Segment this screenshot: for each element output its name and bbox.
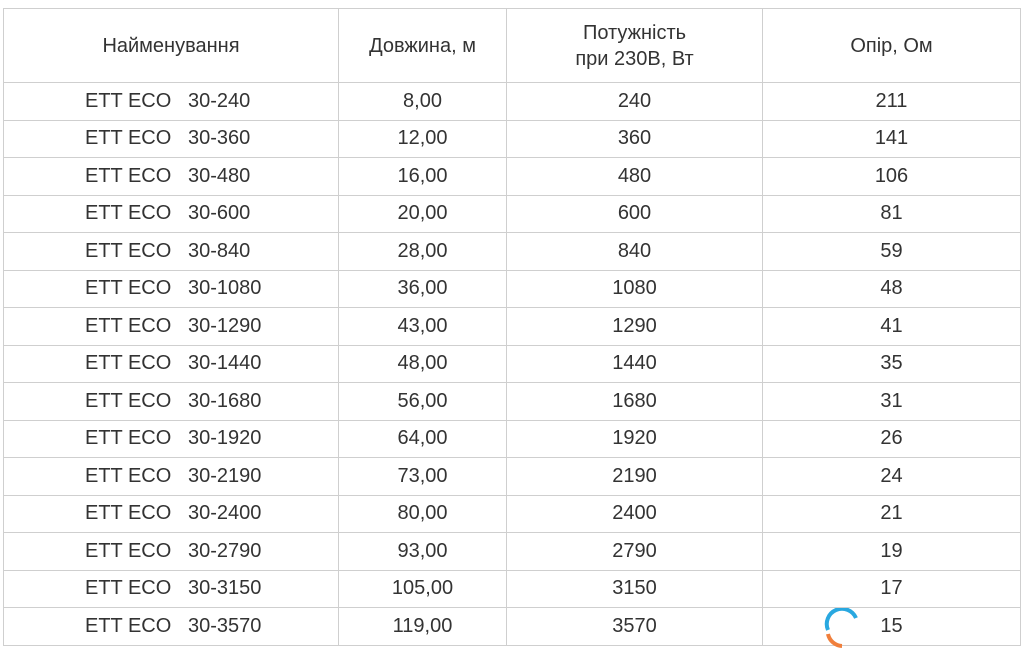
cell-name: ETT ECO 30-1290 (3, 307, 339, 346)
table-row: ETT ECO 30-480 16,00 480 106 (3, 157, 1021, 196)
cell-power: 2190 (506, 457, 763, 496)
cell-length: 43,00 (338, 307, 507, 346)
cell-name: ETT ECO 30-360 (3, 119, 339, 158)
table-row: ETT ECO 30-600 20,00 600 81 (3, 194, 1021, 233)
cell-length: 105,00 (338, 569, 507, 608)
header-name: Найменування (3, 8, 339, 83)
logo-arc-icon (824, 608, 858, 648)
cell-length: 20,00 (338, 194, 507, 233)
cell-power: 360 (506, 119, 763, 158)
cell-power: 1080 (506, 269, 763, 308)
cell-resistance: 81 (762, 194, 1021, 233)
cell-name: ETT ECO 30-2790 (3, 532, 339, 571)
cell-power: 1290 (506, 307, 763, 346)
table-row: ETT ECO 30-3570 119,00 3570 15 (3, 607, 1021, 646)
cell-length: 36,00 (338, 269, 507, 308)
cell-power: 3150 (506, 569, 763, 608)
table-row: ETT ECO 30-2400 80,00 2400 21 (3, 494, 1021, 533)
cell-resistance: 19 (762, 532, 1021, 571)
cell-length: 16,00 (338, 157, 507, 196)
cell-resistance: 141 (762, 119, 1021, 158)
cell-resistance: 26 (762, 419, 1021, 458)
cell-resistance: 15 (762, 607, 1021, 646)
cell-resistance: 21 (762, 494, 1021, 533)
cell-power: 2790 (506, 532, 763, 571)
cell-name: ETT ECO 30-2400 (3, 494, 339, 533)
cell-resistance: 35 (762, 344, 1021, 383)
cell-name: ETT ECO 30-240 (3, 82, 339, 121)
cell-power: 3570 (506, 607, 763, 646)
cell-name: ETT ECO 30-840 (3, 232, 339, 271)
cell-name: ETT ECO 30-2190 (3, 457, 339, 496)
cell-power: 2400 (506, 494, 763, 533)
table-row: ETT ECO 30-840 28,00 840 59 (3, 232, 1021, 271)
table-row: ETT ECO 30-2190 73,00 2190 24 (3, 457, 1021, 496)
cell-name: ETT ECO 30-600 (3, 194, 339, 233)
header-resistance: Опір, Ом (762, 8, 1021, 83)
cell-resistance: 24 (762, 457, 1021, 496)
cell-power: 240 (506, 82, 763, 121)
header-power: Потужність при 230В, Вт (506, 8, 763, 83)
cell-name: ETT ECO 30-1920 (3, 419, 339, 458)
table-row: ETT ECO 30-240 8,00 240 211 (3, 82, 1021, 121)
table-row: ETT ECO 30-1920 64,00 1920 26 (3, 419, 1021, 458)
cell-resistance: 106 (762, 157, 1021, 196)
cell-name: ETT ECO 30-1080 (3, 269, 339, 308)
cell-name: ETT ECO 30-3570 (3, 607, 339, 646)
cell-length: 64,00 (338, 419, 507, 458)
cell-power: 480 (506, 157, 763, 196)
cell-length: 8,00 (338, 82, 507, 121)
table-row: ETT ECO 30-1080 36,00 1080 48 (3, 269, 1021, 308)
header-length: Довжина, м (338, 8, 507, 83)
cell-length: 80,00 (338, 494, 507, 533)
cell-resistance: 211 (762, 82, 1021, 121)
cell-name: ETT ECO 30-1440 (3, 344, 339, 383)
table-row: ETT ECO 30-1440 48,00 1440 35 (3, 344, 1021, 383)
cell-name: ETT ECO 30-480 (3, 157, 339, 196)
table-row: ETT ECO 30-360 12,00 360 141 (3, 119, 1021, 158)
specs-table: Найменування Довжина, м Потужність при 2… (3, 8, 1021, 646)
table-row: ETT ECO 30-1680 56,00 1680 31 (3, 382, 1021, 421)
cell-length: 28,00 (338, 232, 507, 271)
cell-resistance: 17 (762, 569, 1021, 608)
cell-power: 1680 (506, 382, 763, 421)
cell-length: 48,00 (338, 344, 507, 383)
cell-power: 1920 (506, 419, 763, 458)
cell-name: ETT ECO 30-3150 (3, 569, 339, 608)
cell-length: 73,00 (338, 457, 507, 496)
cell-power: 1440 (506, 344, 763, 383)
cell-resistance: 41 (762, 307, 1021, 346)
cell-length: 119,00 (338, 607, 507, 646)
cell-length: 93,00 (338, 532, 507, 571)
cell-power: 600 (506, 194, 763, 233)
header-row: Найменування Довжина, м Потужність при 2… (3, 8, 1021, 83)
table-row: ETT ECO 30-2790 93,00 2790 19 (3, 532, 1021, 571)
cell-name: ETT ECO 30-1680 (3, 382, 339, 421)
cell-power: 840 (506, 232, 763, 271)
cell-length: 12,00 (338, 119, 507, 158)
cell-length: 56,00 (338, 382, 507, 421)
cell-resistance: 31 (762, 382, 1021, 421)
table-row: ETT ECO 30-1290 43,00 1290 41 (3, 307, 1021, 346)
cell-resistance: 59 (762, 232, 1021, 271)
table-row: ETT ECO 30-3150 105,00 3150 17 (3, 569, 1021, 608)
cell-resistance: 48 (762, 269, 1021, 308)
modernsys-logo (822, 608, 1022, 651)
